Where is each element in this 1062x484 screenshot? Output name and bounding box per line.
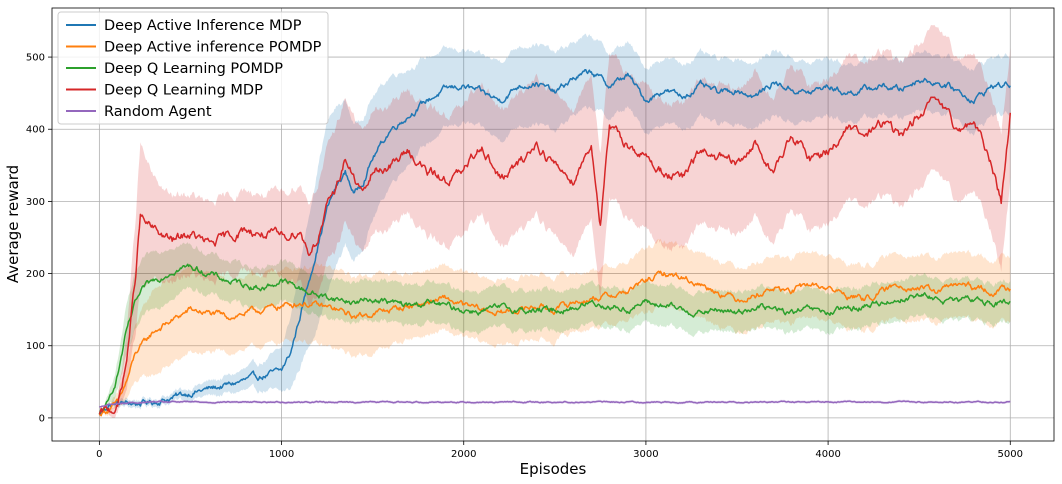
x-axis: 0 1000 2000 3000 4000 5000 (96, 441, 1023, 460)
x-tick-label: 3000 (633, 449, 658, 460)
legend-entry: Deep Active inference POMDP (104, 40, 322, 56)
y-tick-label: 500 (26, 53, 45, 64)
x-tick-label: 0 (96, 449, 102, 460)
y-tick-label: 400 (26, 125, 45, 136)
y-axis-label: Average reward (4, 165, 22, 283)
band-1 (99, 238, 1011, 417)
y-axis: 0 100 200 300 400 500 (26, 53, 52, 424)
series-line-3 (98, 96, 1012, 415)
band-2 (99, 242, 1011, 415)
y-tick-label: 300 (26, 197, 45, 208)
y-tick-label: 100 (26, 341, 45, 352)
legend: Deep Active Inference MDP Deep Active inf… (57, 11, 329, 125)
band-3 (99, 25, 1011, 418)
series-line-2 (98, 263, 1011, 415)
legend-frame (57, 11, 329, 125)
x-tick-label: 4000 (815, 449, 840, 460)
x-tick-label: 1000 (269, 449, 294, 460)
series-lines (98, 69, 1012, 417)
series-line-4 (99, 400, 1011, 408)
legend-entry: Deep Q Learning MDP (104, 83, 263, 99)
band-4 (99, 399, 1011, 408)
y-tick-label: 0 (39, 413, 45, 424)
series-line-0 (99, 69, 1011, 415)
x-tick-label: 2000 (451, 449, 476, 460)
band-0 (99, 33, 1011, 415)
plot-frame (51, 7, 1055, 442)
confidence-bands (99, 25, 1011, 418)
x-axis-label: Episodes (520, 460, 587, 478)
x-tick-label: 5000 (998, 449, 1023, 460)
y-tick-label: 200 (26, 269, 45, 280)
legend-entry: Deep Q Learning POMDP (104, 61, 283, 77)
legend-entry: Random Agent (104, 104, 212, 120)
series-line-1 (98, 270, 1011, 417)
legend-entry: Deep Active Inference MDP (104, 18, 302, 34)
